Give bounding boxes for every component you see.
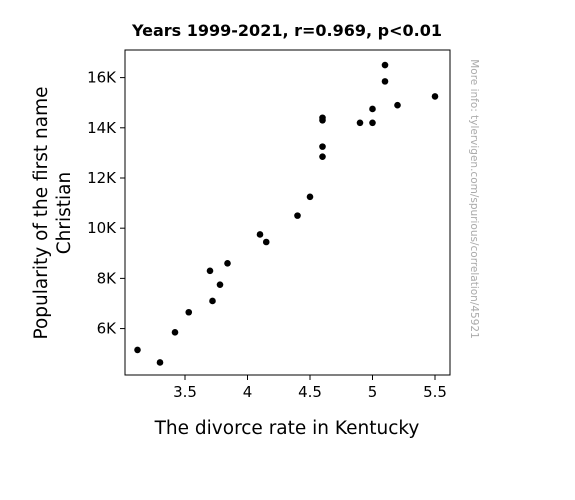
- data-point: [306, 193, 314, 201]
- source-watermark: More info: tylervigen.com/spurious/corre…: [468, 59, 480, 339]
- data-point: [319, 153, 326, 160]
- x-tick-label: 5: [368, 383, 378, 401]
- x-axis-label: The divorce rate in Kentucky: [154, 418, 420, 439]
- data-point: [319, 143, 326, 150]
- data-points: [134, 61, 439, 366]
- x-axis: 3.5 4 4.5 5 5.5: [173, 375, 447, 401]
- data-point: [224, 260, 231, 267]
- data-point: [134, 346, 141, 354]
- data-point: [294, 212, 301, 219]
- data-point: [262, 238, 270, 246]
- data-point: [356, 119, 364, 127]
- data-point: [381, 78, 389, 85]
- x-tick-label: 3.5: [173, 383, 197, 401]
- data-point: [394, 101, 401, 109]
- y-tick-label: 12K: [87, 169, 117, 187]
- data-point: [185, 308, 193, 316]
- data-point: [216, 281, 224, 288]
- x-tick-label: 4.5: [298, 383, 322, 401]
- data-point: [156, 359, 164, 366]
- chart-title: Years 1999-2021, r=0.969, p<0.01: [131, 21, 442, 40]
- x-tick-label: 5.5: [423, 383, 447, 401]
- y-tick-label: 14K: [87, 119, 117, 137]
- data-point: [431, 93, 439, 100]
- y-tick-label: 16K: [87, 69, 117, 87]
- data-point: [206, 267, 214, 275]
- y-tick-label: 8K: [97, 269, 118, 287]
- data-point: [209, 297, 216, 305]
- plot-area: 3.5 4 4.5 5 5.5 6K 8K 10K 12K 14K 16K: [87, 49, 451, 401]
- data-point: [381, 61, 389, 69]
- data-point: [369, 119, 376, 127]
- y-axis: 6K 8K 10K 12K 14K 16K: [87, 69, 125, 338]
- data-point: [256, 231, 264, 238]
- y-axis-label-line-1: Popularity of the first name: [31, 86, 52, 339]
- y-axis-label-line-2: Christian: [54, 172, 75, 254]
- plot-frame: [124, 49, 451, 376]
- data-point: [171, 329, 179, 336]
- y-tick-label: 10K: [87, 219, 117, 237]
- y-tick-label: 6K: [97, 320, 118, 338]
- data-point: [319, 114, 326, 122]
- data-point: [369, 105, 376, 113]
- x-tick-label: 4: [243, 383, 253, 401]
